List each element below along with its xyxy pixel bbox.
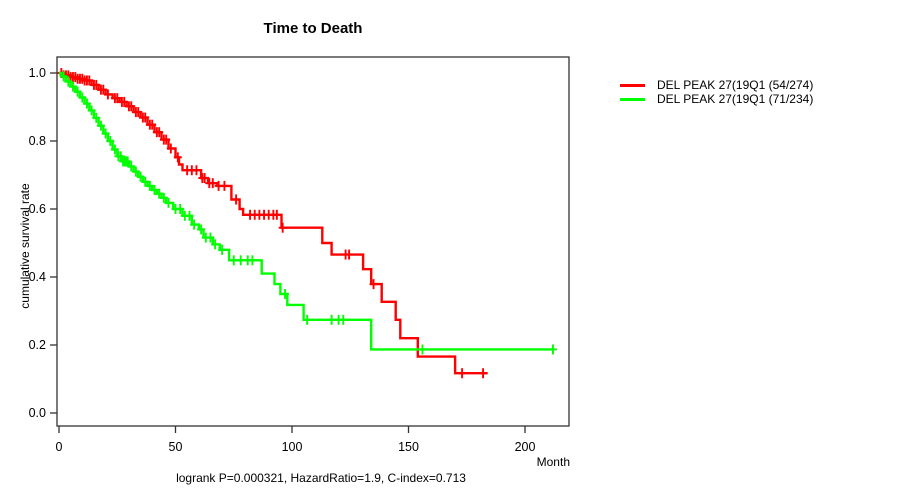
legend-item-group1: DEL PEAK 27(19Q1 (54/274): [620, 78, 813, 92]
x-tick-label: 0: [56, 440, 63, 454]
legend-line-green-icon: [620, 97, 645, 101]
x-tick-label: 100: [282, 440, 303, 454]
survival-curve: [59, 71, 488, 375]
y-tick-label: 0.0: [29, 406, 46, 420]
plot-frame: [56, 56, 570, 427]
x-tick-label: 200: [515, 440, 536, 454]
survival-curve: [59, 71, 553, 351]
legend-item-group2: DEL PEAK 27(19Q1 (71/234): [620, 92, 813, 106]
y-axis: 0.0 0.2 0.4 0.6 0.8 1.0: [29, 66, 57, 420]
y-tick-label: 0.6: [29, 202, 46, 216]
legend-label-group2: DEL PEAK 27(19Q1 (71/234): [657, 92, 814, 106]
x-axis: 0 50 100 150 200: [56, 426, 536, 454]
stats-annotation: logrank P=0.000321, HazardRatio=1.9, C-i…: [176, 471, 466, 485]
legend-line-red-icon: [620, 83, 645, 87]
survival-series-red: [57, 68, 488, 379]
x-axis-label: Month: [536, 455, 570, 469]
survival-series-green: [59, 71, 557, 355]
y-tick-label: 0.2: [29, 338, 46, 352]
y-tick-label: 0.4: [29, 270, 46, 284]
chart-title: Time to Death: [263, 20, 363, 37]
y-tick-label: 1.0: [29, 66, 46, 80]
y-tick-label: 0.8: [29, 134, 46, 148]
legend-label-group1: DEL PEAK 27(19Q1 (54/274): [657, 78, 814, 92]
x-tick-label: 150: [398, 440, 419, 454]
legend: DEL PEAK 27(19Q1 (54/274) DEL PEAK 27(19…: [620, 78, 813, 106]
x-tick-label: 50: [169, 440, 183, 454]
